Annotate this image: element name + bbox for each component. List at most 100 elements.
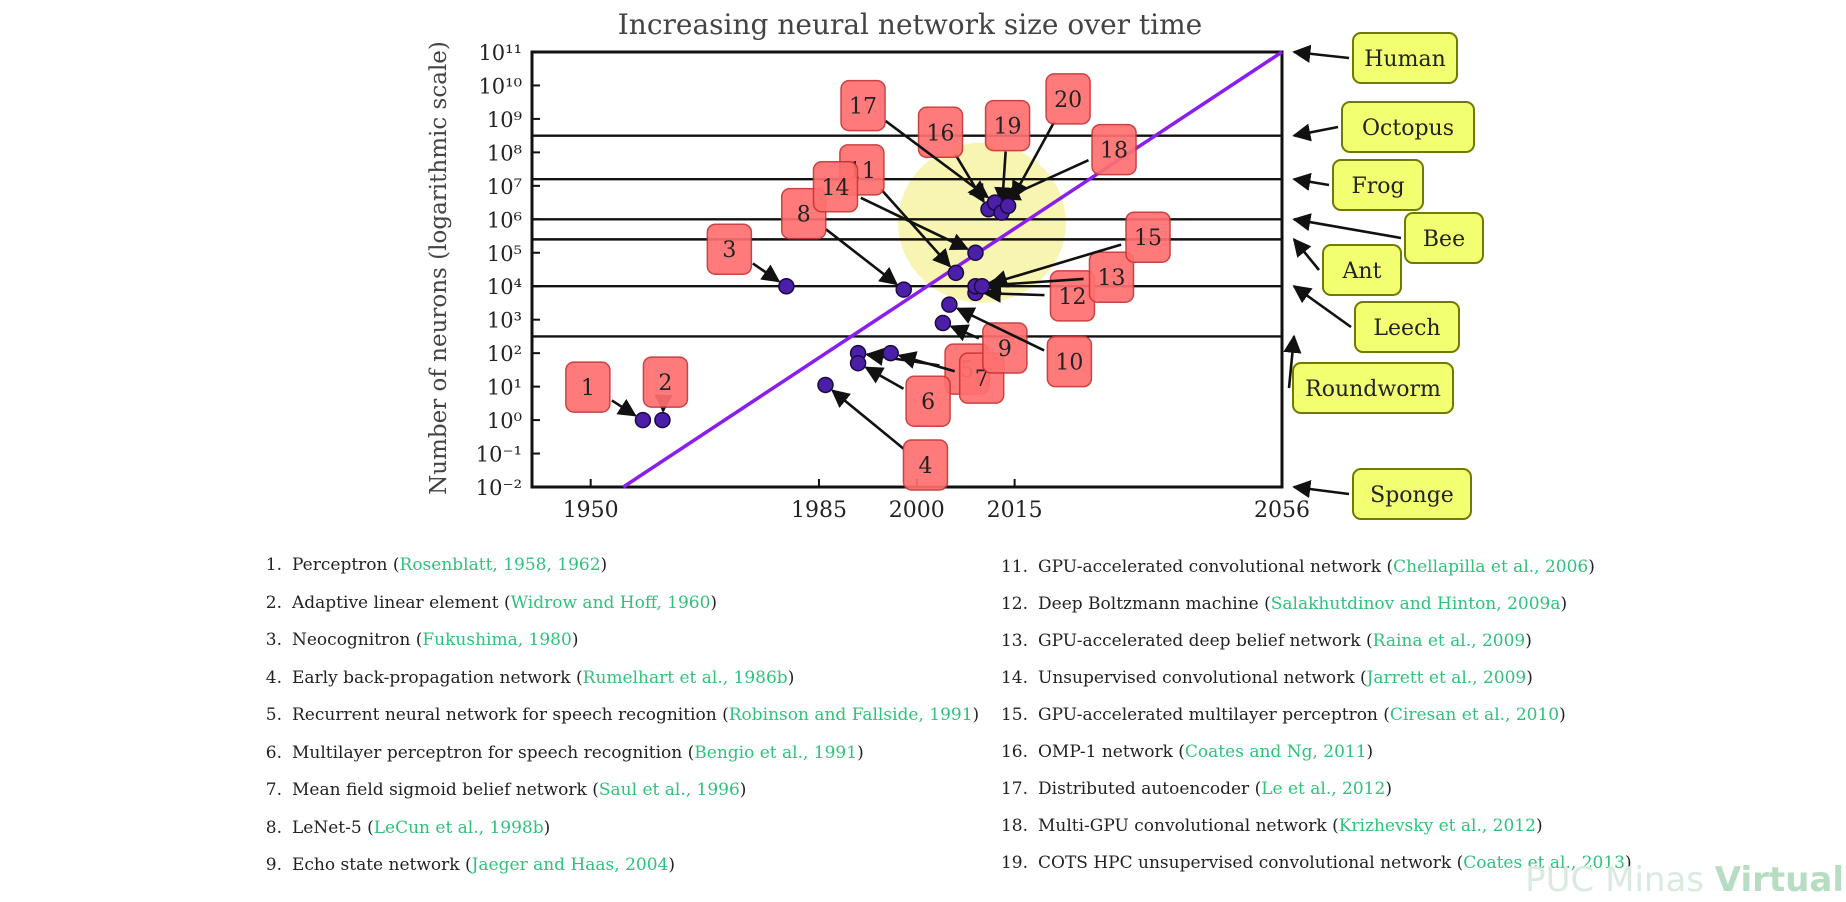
reference-item-left-9: 9. Echo state network (Jaeger and Haas, 2… — [250, 855, 675, 875]
animal-box-frog — [1332, 159, 1424, 211]
reference-tail: ) — [857, 742, 864, 763]
animal-label-octopus: Octopus — [1362, 116, 1454, 141]
reference-text: OMP-1 network ( — [1038, 742, 1185, 762]
point-label-1: 1 — [581, 376, 595, 401]
data-point-10 — [941, 296, 958, 313]
arrow-4 — [831, 389, 905, 450]
reference-text: Distributed autoencoder ( — [1038, 779, 1262, 799]
arrow-7 — [897, 351, 956, 373]
reference-citation-link[interactable]: Salakhutdinov and Hinton, 2009a — [1270, 594, 1561, 614]
y-tick-label: 10⁰ — [487, 409, 522, 433]
animal-label-frog: Frog — [1351, 174, 1404, 199]
reference-citation-link[interactable]: Bengio et al., 1991 — [694, 742, 858, 763]
reference-text: Echo state network ( — [292, 855, 472, 875]
y-tick-label: 10⁶ — [487, 208, 522, 232]
reference-item-left-6: 6. Multilayer perceptron for speech recog… — [250, 743, 864, 763]
reference-text: Multi-GPU convolutional network ( — [1038, 816, 1339, 836]
point-label-18: 18 — [1100, 139, 1128, 164]
animal-arrow-bee — [1292, 213, 1402, 240]
reference-citation-link[interactable]: Rumelhart et al., 1986b — [582, 667, 788, 688]
reference-number: 13. — [1000, 631, 1028, 651]
reference-number: 8. — [265, 817, 282, 838]
reference-citation-link[interactable]: Robinson and Fallside, 1991 — [728, 705, 973, 725]
point-label-box-14 — [812, 161, 859, 213]
reference-text: Mean field sigmoid belief network ( — [292, 780, 599, 800]
reference-tail: ) — [1526, 668, 1533, 688]
reference-citation-link[interactable]: Ciresan et al., 2010 — [1389, 705, 1560, 725]
y-tick-label: 10⁸ — [487, 141, 522, 165]
point-label-box-6 — [905, 375, 951, 427]
reference-item-left-8: 8. LeNet-5 (LeCun et al., 1998b) — [250, 818, 550, 838]
animal-arrow-frog — [1292, 172, 1330, 191]
reference-number: 9. — [265, 855, 282, 875]
reference-item-right-5: 15. GPU-accelerated multilayer perceptron… — [996, 705, 1566, 725]
reference-tail: ) — [739, 780, 747, 800]
point-label-2: 2 — [658, 371, 672, 396]
reference-tail: ) — [1588, 557, 1595, 577]
reference-tail: ) — [787, 667, 795, 688]
reference-citation-link[interactable]: Raina et al., 2009 — [1372, 631, 1526, 651]
reference-citation-link[interactable]: Rosenblatt, 1958, 1962 — [399, 555, 601, 575]
animal-label-leech: Leech — [1373, 316, 1440, 341]
reference-citation-link[interactable]: Coates et al., 2013 — [1463, 853, 1625, 873]
arrow-19 — [994, 151, 1013, 206]
reference-item-right-6: 16. OMP-1 network (Coates and Ng, 2011) — [996, 742, 1373, 762]
reference-item-left-4: 4. Early back-propagation network (Rumelh… — [250, 667, 795, 688]
point-label-box-2 — [642, 356, 689, 408]
animal-arrow-human — [1292, 44, 1350, 63]
y-tick-label: 10⁷ — [487, 175, 522, 199]
reference-tail: ) — [972, 705, 980, 725]
reference-number: 17. — [1000, 779, 1028, 799]
point-label-19: 19 — [994, 115, 1022, 140]
point-label-box-20 — [1045, 73, 1091, 125]
point-label-box-17 — [840, 79, 886, 132]
reference-citation-link[interactable]: Le et al., 2012 — [1261, 779, 1386, 799]
y-tick-label: 10³ — [487, 309, 522, 333]
reference-tail: ) — [1535, 816, 1543, 836]
reference-tail: ) — [571, 630, 579, 650]
reference-text: Adaptive linear element ( — [292, 592, 511, 613]
y-tick-label: 10⁵ — [487, 242, 522, 266]
point-label-box-10 — [1046, 335, 1093, 388]
point-label-15: 15 — [1134, 226, 1162, 251]
point-label-12: 12 — [1058, 285, 1086, 310]
reference-citation-link[interactable]: Saul et al., 1996 — [598, 780, 740, 800]
x-tick-label: 2000 — [889, 498, 945, 523]
reference-item-right-3: 13. GPU-accelerated deep belief network (… — [996, 631, 1532, 651]
neural-network-size-chart: Increasing neural network size over time… — [426, 8, 1484, 523]
y-tick-label: 10¹¹ — [478, 41, 522, 65]
animal-box-human — [1352, 32, 1458, 84]
reference-citation-link[interactable]: Krizhevsky et al., 2012 — [1338, 816, 1536, 836]
reference-text: Deep Boltzmann machine ( — [1038, 594, 1271, 614]
point-label-10: 10 — [1055, 351, 1083, 376]
data-point-15 — [973, 277, 991, 295]
reference-item-right-1: 11. GPU-accelerated convolutional network… — [996, 557, 1595, 577]
reference-tail: ) — [1385, 779, 1392, 799]
reference-citation-link[interactable]: Chellapilla et al., 2006 — [1393, 557, 1589, 577]
y-tick-label: 10⁴ — [487, 275, 522, 299]
reference-tail: ) — [543, 817, 551, 838]
reference-tail: ) — [1559, 705, 1566, 725]
reference-text: Early back-propagation network ( — [292, 667, 583, 688]
data-point-9 — [934, 314, 952, 332]
arrow-11 — [879, 188, 952, 268]
y-tick-label: 10⁻¹ — [476, 443, 522, 467]
data-point-20 — [999, 197, 1017, 215]
watermark-text: PUC Minas — [1525, 860, 1715, 900]
animal-box-ant — [1322, 244, 1402, 296]
reference-citation-link[interactable]: Fukushima, 1980 — [422, 630, 572, 650]
arrow-15 — [988, 243, 1122, 288]
reference-text: GPU-accelerated multilayer perceptron ( — [1038, 705, 1390, 725]
reference-citation-link[interactable]: Widrow and Hoff, 1960 — [510, 592, 711, 613]
reference-citation-link[interactable]: Coates and Ng, 2011 — [1184, 742, 1367, 762]
reference-citation-link[interactable]: Jarrett et al., 2009 — [1366, 668, 1527, 688]
reference-number: 11. — [1000, 557, 1028, 577]
animal-box-roundworm — [1292, 362, 1454, 414]
reference-item-left-7: 7. Mean field sigmoid belief network (Sau… — [250, 780, 747, 800]
reference-text: LeNet-5 ( — [292, 817, 374, 838]
reference-citation-link[interactable]: Jaeger and Haas, 2004 — [471, 855, 669, 875]
reference-citation-link[interactable]: LeCun et al., 1998b — [373, 817, 544, 838]
reference-number: 3. — [265, 630, 282, 650]
reference-number: 15. — [1000, 705, 1028, 725]
chart-title: Increasing neural network size over time — [618, 8, 1203, 41]
